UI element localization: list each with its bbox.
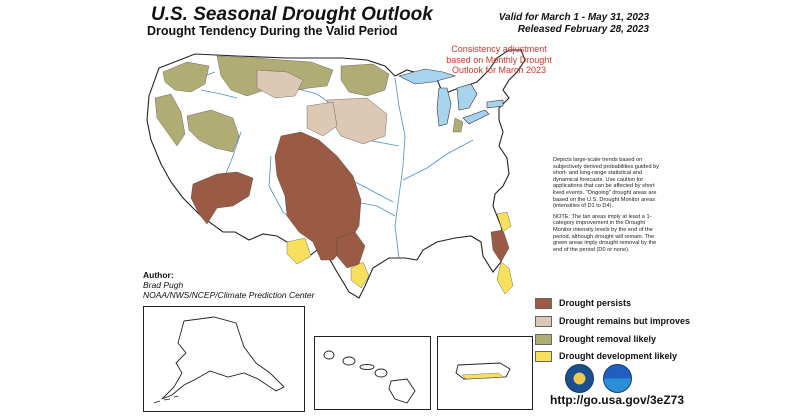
alaska-outline [161, 316, 285, 400]
outlook-url-link[interactable]: http://go.usa.gov/3eZ73 [550, 393, 685, 407]
release-date: Released February 28, 2023 [517, 24, 649, 35]
persists-southwest [190, 171, 254, 225]
legend-swatch [535, 315, 552, 327]
mississippi-river [394, 77, 406, 259]
legend-item-removal: Drought removal likely [535, 332, 656, 346]
lake-ontario [486, 99, 504, 109]
development-florida [496, 261, 514, 295]
dept-of-commerce-seal-icon [565, 364, 594, 393]
removal-great-basin [186, 109, 240, 153]
development-west-texas [286, 237, 312, 265]
author-name: Brad Pugh [143, 280, 184, 290]
legend-swatch [535, 350, 552, 362]
map-subtitle: Drought Tendency During the Valid Period [147, 24, 398, 38]
big-island [388, 378, 416, 404]
molokai [359, 364, 375, 370]
legend-label: Drought development likely [559, 351, 678, 361]
legend-item-persists: Drought persists [535, 296, 631, 310]
notes-depicts: Depicts large-scale trends based on subj… [553, 157, 660, 210]
maui [374, 368, 388, 378]
drought-improves-areas [256, 69, 388, 145]
improves-nebraska [306, 101, 338, 137]
lake-superior [398, 68, 457, 85]
improves-montana [256, 69, 304, 99]
legend-label: Drought remains but improves [559, 316, 691, 326]
legend-swatch [535, 333, 552, 345]
consistency-note: Consistency adjustment based on Monthly … [446, 44, 552, 75]
author-org: NOAA/NWS/NCEP/Climate Prediction Center [143, 290, 315, 300]
aleutian-islands [153, 395, 179, 404]
development-south-texas [350, 261, 370, 289]
legend-label: Drought removal likely [559, 334, 657, 344]
puerto-rico-inset [437, 336, 533, 410]
drought-development-areas [286, 211, 514, 295]
noaa-logo-icon [603, 364, 632, 393]
oahu [342, 356, 356, 366]
persists-florida [490, 229, 510, 263]
kauai [323, 350, 335, 360]
map-title: U.S. Seasonal Drought Outlook [151, 4, 433, 25]
valid-period: Valid for March 1 - May 31, 2023 [498, 12, 649, 23]
removal-northwest [162, 61, 210, 93]
snake-river [200, 89, 238, 99]
ohio-river [402, 139, 474, 181]
legend-label: Drought persists [559, 298, 632, 308]
lake-huron [456, 83, 478, 111]
legend-item-development: Drought development likely [535, 349, 677, 363]
drought-persists-areas [190, 131, 510, 269]
alaska-inset [143, 306, 305, 412]
removal-dakotas [340, 63, 390, 97]
puerto-rico-map [455, 362, 511, 380]
drought-removal-areas [154, 55, 464, 153]
lake-erie [462, 109, 490, 125]
puerto-rico-development [461, 372, 505, 380]
alaska-map [153, 316, 285, 404]
author-label: Author: [143, 270, 174, 280]
legend-swatch [535, 297, 552, 309]
author-credit: Author: Brad Pugh NOAA/NWS/NCEP/Climate … [143, 270, 314, 300]
notes-note: NOTE: The tan areas imply at least a 1-c… [553, 213, 657, 253]
development-georgia [496, 211, 512, 233]
persists-southern-plains [274, 131, 362, 261]
drought-outlook-panel: U.S. Seasonal Drought Outlook Drought Te… [137, 0, 690, 418]
hawaii-map [323, 350, 416, 404]
great-lakes [398, 68, 504, 127]
legend-item-improves: Drought remains but improves [535, 314, 690, 328]
lake-michigan [436, 87, 452, 127]
hawaii-inset [314, 336, 431, 410]
explanatory-notes: Depicts large-scale trends based on subj… [553, 157, 663, 257]
removal-california [154, 93, 186, 147]
removal-michigan [452, 117, 464, 133]
conus-map [146, 49, 526, 299]
